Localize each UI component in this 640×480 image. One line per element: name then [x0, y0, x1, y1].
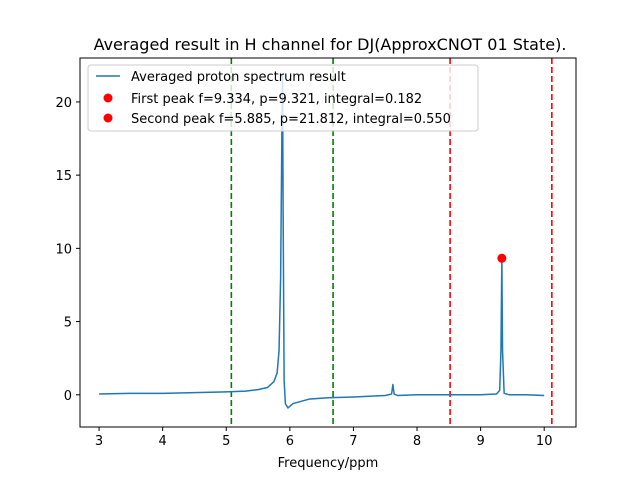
- x-tick-label: 4: [159, 434, 167, 449]
- legend: Averaged proton spectrum result First pea…: [87, 64, 479, 132]
- x-tick-label: 5: [222, 434, 230, 449]
- axes-frame: [79, 57, 577, 428]
- x-tick-label: 6: [286, 434, 294, 449]
- plot-inner: [99, 58, 553, 427]
- series-line-0: [99, 74, 545, 409]
- legend-peak-label: First peak f=9.334, p=9.321, integral=0.…: [131, 92, 422, 107]
- x-tick-label: 9: [476, 434, 484, 449]
- x-tick-label: 7: [349, 434, 357, 449]
- legend-peak-marker-0: [103, 93, 113, 103]
- legend-peak-marker-1: [103, 113, 113, 123]
- chart-title: Averaged result in H channel for DJ(Appr…: [94, 35, 567, 54]
- legend-series-label: Averaged proton spectrum result: [131, 70, 346, 85]
- y-tick-label: 5: [64, 316, 72, 331]
- y-tick-label: 0: [64, 389, 72, 404]
- legend-box: [87, 64, 479, 132]
- x-tick-label: 8: [413, 434, 421, 449]
- y-tick-label: 20: [55, 96, 72, 111]
- y-tick-label: 10: [55, 242, 72, 257]
- x-tick-label: 10: [536, 434, 553, 449]
- peak-marker-0: [497, 253, 507, 263]
- x-axis-label: Frequency/ppm: [278, 456, 379, 471]
- y-tick-label: 15: [55, 169, 72, 184]
- plot-area: [99, 58, 553, 427]
- x-tick-label: 3: [95, 434, 103, 449]
- axes: 3 4 5 6 7 8 9 10 0 5 10 15 20: [55, 57, 577, 449]
- legend-peak-label: Second peak f=5.885, p=21.812, integral=…: [131, 112, 451, 127]
